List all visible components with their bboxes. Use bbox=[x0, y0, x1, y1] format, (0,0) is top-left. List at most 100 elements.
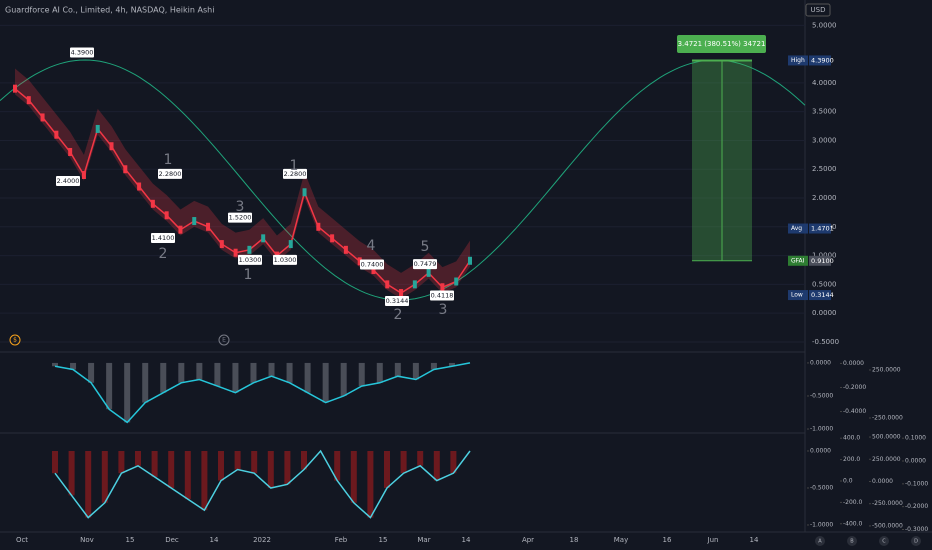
y-tick-label: -400.0 bbox=[843, 520, 863, 527]
price-bar bbox=[357, 257, 362, 266]
price-label: 4.3900 bbox=[71, 48, 94, 56]
price-bar bbox=[81, 171, 86, 179]
price-bar bbox=[192, 217, 197, 226]
price-label-box bbox=[238, 254, 262, 265]
y-tick-label: 0.0000 bbox=[872, 478, 893, 485]
histogram-bar bbox=[168, 450, 175, 488]
price-bar bbox=[206, 222, 211, 231]
price-bar bbox=[385, 280, 390, 289]
event-marker-ring[interactable] bbox=[9, 334, 21, 346]
histogram-bar bbox=[142, 362, 149, 403]
histogram-bar bbox=[412, 362, 419, 380]
price-bar bbox=[247, 245, 252, 254]
price-bar bbox=[302, 188, 307, 197]
projection-label: 3.4721 (380.51%) 34721 bbox=[678, 40, 766, 48]
y-tick-label: -0.5000 bbox=[810, 392, 833, 399]
x-tick-label: Oct bbox=[16, 536, 28, 544]
histogram-bar bbox=[268, 362, 275, 377]
y-tick-label: 250.0000 bbox=[872, 456, 901, 463]
histogram-bar bbox=[135, 450, 141, 466]
price-bar bbox=[454, 277, 459, 286]
ma-ribbon bbox=[15, 68, 470, 299]
event-marker-ring[interactable] bbox=[218, 334, 230, 346]
price-label: 1.4100 bbox=[152, 234, 175, 242]
histogram-bar bbox=[118, 450, 125, 474]
y-tick-label: 400.0 bbox=[843, 435, 860, 442]
y-tick-label: 250.0000 bbox=[872, 366, 901, 373]
y-tick-label: 0.1000 bbox=[905, 435, 926, 442]
y-tick-label: 3.5000 bbox=[812, 108, 837, 116]
price-bar bbox=[109, 142, 114, 151]
y-tick-label: -0.2000 bbox=[843, 384, 866, 391]
price-bar bbox=[137, 182, 142, 191]
histogram-bar bbox=[234, 450, 241, 470]
histogram-bar bbox=[178, 362, 185, 383]
corner-button-label: C bbox=[882, 539, 886, 545]
corner-button[interactable] bbox=[879, 536, 889, 546]
y-tick-label: -0.1000 bbox=[905, 480, 928, 487]
badge-name: Low bbox=[791, 292, 803, 299]
price-bar bbox=[40, 113, 45, 122]
price-bar bbox=[468, 256, 472, 265]
histogram-bar bbox=[394, 362, 401, 377]
badge-value-box bbox=[809, 290, 831, 301]
price-label: 2.2800 bbox=[284, 170, 307, 178]
chart-title: Guardforce AI Co., Limited, 4h, NASDAQ, … bbox=[5, 6, 214, 15]
price-label-box bbox=[56, 176, 80, 186]
y-tick-label: 0.0 bbox=[843, 477, 853, 484]
y-tick-label: -250.0000 bbox=[872, 414, 903, 421]
badge-value-box bbox=[809, 55, 831, 66]
price-bar bbox=[123, 165, 128, 174]
y-tick-label: 0.0000 bbox=[810, 447, 831, 454]
y-tick-label: 200.0 bbox=[843, 456, 860, 463]
price-label-box bbox=[228, 212, 252, 223]
price-bar bbox=[316, 222, 321, 231]
histogram-bar bbox=[284, 450, 291, 485]
price-label-box bbox=[283, 168, 307, 179]
price-label: 0.4118 bbox=[431, 291, 454, 299]
y-tick-label: -200.0 bbox=[843, 499, 863, 506]
x-tick-label: Apr bbox=[522, 536, 534, 544]
x-tick-label: 14 bbox=[750, 536, 759, 544]
histogram-bar bbox=[417, 450, 424, 466]
histogram-bar bbox=[101, 450, 108, 503]
histogram-bar bbox=[350, 450, 357, 503]
price-bar bbox=[13, 84, 17, 93]
y-tick-label: 0.5000 bbox=[812, 280, 837, 288]
y-tick-label: 5.0000 bbox=[812, 21, 837, 29]
corner-button[interactable] bbox=[911, 536, 921, 546]
wave-label: 2 bbox=[394, 307, 403, 323]
price-line bbox=[14, 88, 471, 294]
histogram-bar bbox=[433, 450, 440, 481]
x-tick-label: Dec bbox=[165, 536, 179, 544]
histogram-bar bbox=[68, 450, 75, 496]
y-tick-label: 500.0000 bbox=[872, 434, 901, 441]
corner-button[interactable] bbox=[815, 536, 825, 546]
histogram-bar bbox=[106, 362, 113, 410]
price-bar bbox=[330, 234, 335, 243]
x-tick-label: Nov bbox=[80, 536, 94, 544]
histogram-bar bbox=[151, 450, 158, 477]
x-tick-label: 15 bbox=[126, 536, 135, 544]
histogram-bar bbox=[376, 362, 383, 383]
histogram-bar bbox=[201, 450, 208, 511]
price-label: 0.7479 bbox=[414, 260, 437, 268]
histogram-bar bbox=[340, 362, 347, 396]
corner-button[interactable] bbox=[847, 536, 857, 546]
price-bar bbox=[233, 248, 238, 257]
price-bar bbox=[371, 265, 376, 274]
x-tick-label: 15 bbox=[379, 536, 388, 544]
badge-name: Avg bbox=[791, 225, 802, 232]
price-label-box bbox=[385, 296, 409, 307]
y-tick-label: 0.0000 bbox=[812, 309, 837, 317]
event-marker: $ bbox=[13, 337, 17, 344]
x-tick-label: Mar bbox=[417, 536, 430, 544]
price-bar bbox=[288, 240, 293, 249]
price-label-box bbox=[151, 232, 175, 243]
histogram-bar bbox=[400, 450, 407, 474]
x-tick-label: Feb bbox=[335, 536, 348, 544]
price-label: 0.7400 bbox=[361, 261, 384, 269]
histogram-bar bbox=[267, 450, 274, 488]
currency-box[interactable] bbox=[805, 3, 831, 17]
